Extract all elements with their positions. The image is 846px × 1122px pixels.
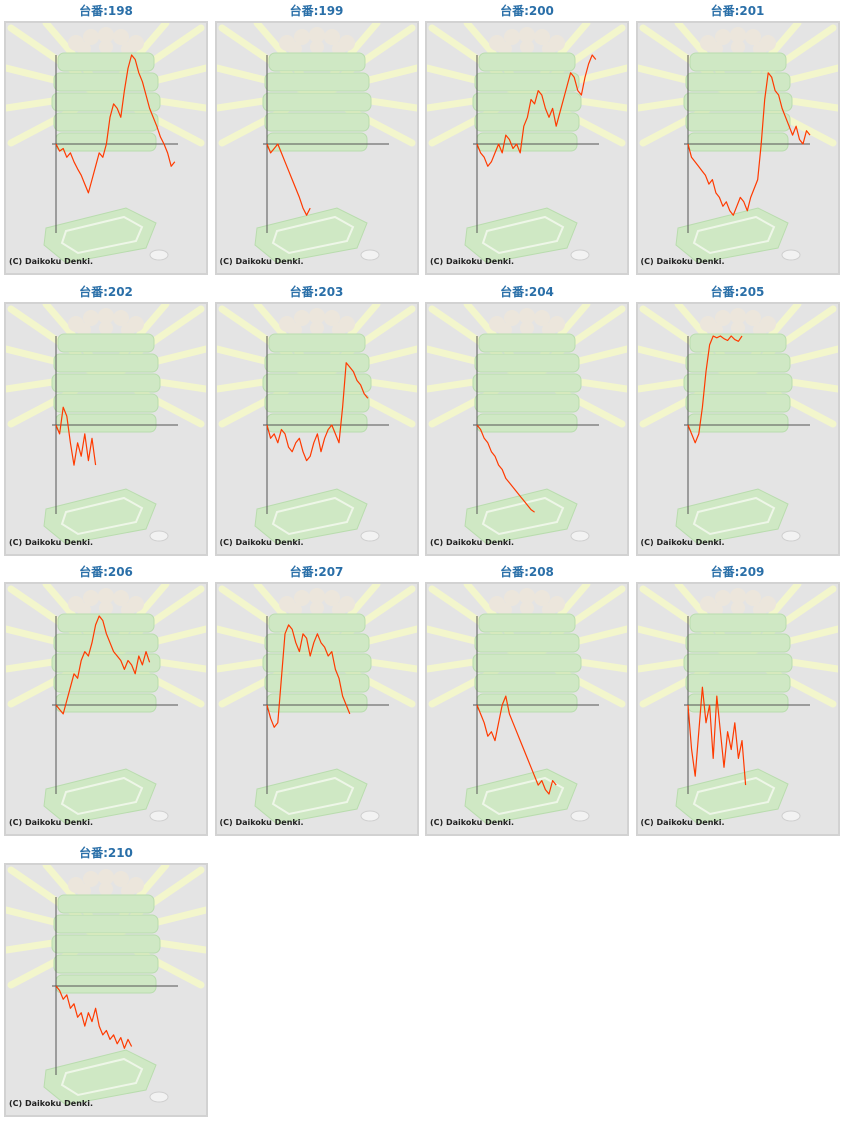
copyright-text: (C) Daikoku Denki.: [640, 537, 725, 547]
series-line: [265, 624, 350, 729]
chart-title[interactable]: 台番:198: [79, 4, 133, 18]
chart-title[interactable]: 台番:205: [710, 284, 765, 299]
machine-chart-card: 台番:206: [4, 561, 208, 837]
chart-panel: (C) Daikoku Denki.: [4, 21, 208, 275]
pachinko-machine-watermark: [637, 584, 838, 825]
machine-chart-card: 台番:203: [214, 281, 419, 557]
series-line: [476, 695, 557, 795]
chart-title[interactable]: 台番:208: [500, 565, 554, 580]
chart-panel: (C) Daikoku Denki.: [635, 21, 840, 275]
machine-chart-card: 台番:201: [635, 0, 840, 276]
series-line: [55, 615, 151, 715]
line-plot: [473, 335, 599, 514]
machine-chart-card: 台番:202: [4, 281, 208, 557]
line-plot: [473, 54, 599, 233]
copyright-text: (C) Daikoku Denki.: [9, 818, 94, 828]
copyright-text: (C) Daikoku Denki.: [430, 257, 515, 266]
machine-chart-card: 台番:210: [4, 842, 208, 1118]
line-plot: [683, 335, 810, 514]
machine-chart-card: 台番:198: [4, 0, 208, 276]
series-line: [55, 54, 176, 194]
line-plot: [52, 335, 178, 514]
series-line: [686, 686, 746, 786]
chart-title[interactable]: 台番:210: [79, 846, 133, 861]
chart-title[interactable]: 台番:207: [289, 565, 344, 580]
machine-chart-card: 台番:205: [635, 281, 840, 557]
chart-title[interactable]: 台番:201: [710, 4, 765, 18]
machine-chart-card: 台番:207: [214, 561, 419, 837]
chart-title[interactable]: 台番:206: [79, 565, 133, 580]
chart-title[interactable]: 台番:202: [79, 284, 133, 299]
chart-title[interactable]: 台番:209: [710, 565, 765, 580]
machine-chart-card: 台番:199: [214, 0, 419, 276]
copyright-text: (C) Daikoku Denki.: [219, 537, 304, 547]
pachinko-machine-watermark: [427, 584, 627, 825]
pachinko-machine-watermark: [6, 865, 206, 1106]
chart-panel: (C) Daikoku Denki.: [4, 301, 208, 556]
pachinko-machine-watermark: [6, 303, 206, 545]
chart-title[interactable]: 台番:199: [289, 4, 344, 18]
copyright-text: (C) Daikoku Denki.: [9, 257, 94, 266]
line-plot: [262, 55, 389, 233]
machine-chart-card: 台番:204: [425, 281, 629, 557]
pachinko-machine-watermark: [216, 584, 417, 825]
line-plot: [52, 54, 178, 233]
pachinko-machine-watermark: [216, 23, 417, 264]
pachinko-machine-watermark: [427, 303, 627, 545]
line-plot: [683, 55, 810, 233]
chart-panel: (C) Daikoku Denki.: [4, 863, 208, 1118]
series-line: [686, 335, 742, 444]
chart-panel: (C) Daikoku Denki.: [635, 301, 840, 556]
series-line: [476, 424, 535, 513]
machine-chart-card: 台番:200: [425, 0, 629, 276]
line-plot: [262, 616, 389, 795]
chart-title[interactable]: 台番:204: [500, 284, 554, 299]
copyright-text: (C) Daikoku Denki.: [430, 537, 515, 547]
chart-title[interactable]: 台番:200: [500, 4, 554, 18]
series-line: [265, 143, 311, 216]
chart-title[interactable]: 台番:203: [289, 284, 344, 299]
line-plot: [473, 616, 599, 795]
series-line: [55, 406, 97, 466]
copyright-text: (C) Daikoku Denki.: [219, 818, 304, 828]
series-line: [686, 72, 810, 216]
line-plot: [52, 615, 178, 795]
copyright-text: (C) Daikoku Denki.: [640, 257, 725, 266]
series-line: [265, 361, 368, 461]
chart-panel: (C) Daikoku Denki.: [214, 21, 419, 275]
copyright-text: (C) Daikoku Denki.: [9, 537, 94, 547]
pachinko-machine-watermark: [6, 584, 206, 825]
copyright-text: (C) Daikoku Denki.: [640, 818, 725, 828]
chart-panel: (C) Daikoku Denki.: [425, 21, 629, 275]
chart-panel: (C) Daikoku Denki.: [214, 582, 419, 837]
copyright-text: (C) Daikoku Denki.: [430, 818, 515, 828]
series-line: [55, 985, 133, 1049]
machine-chart-card: 台番:208: [425, 561, 629, 837]
line-plot: [262, 335, 389, 514]
series-line: [476, 54, 597, 167]
copyright-text: (C) Daikoku Denki.: [9, 1099, 94, 1109]
line-plot: [683, 616, 810, 795]
chart-panel: (C) Daikoku Denki.: [635, 582, 840, 837]
machine-chart-card: 台番:209: [635, 561, 840, 837]
line-plot: [52, 897, 178, 1076]
copyright-text: (C) Daikoku Denki.: [219, 257, 304, 266]
chart-panel: (C) Daikoku Denki.: [425, 301, 629, 556]
chart-panel: (C) Daikoku Denki.: [425, 582, 629, 837]
chart-panel: (C) Daikoku Denki.: [214, 301, 419, 556]
pachinko-machine-watermark: [637, 303, 838, 545]
chart-panel: (C) Daikoku Denki.: [4, 582, 208, 837]
